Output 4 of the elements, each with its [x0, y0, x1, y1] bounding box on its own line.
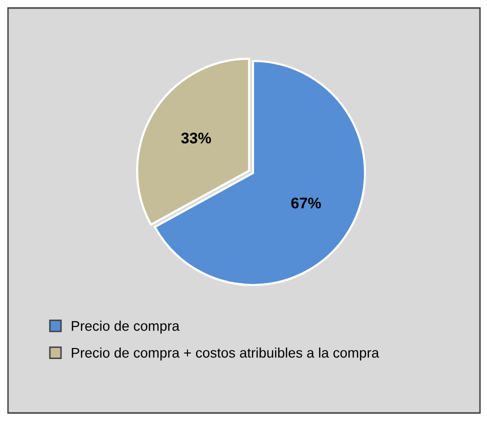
data-label: 33%	[181, 132, 212, 144]
data-label: 67%	[291, 198, 321, 208]
legend-label: Precio de compra + costos atribuibles a la compra	[72, 347, 380, 360]
legend-label: Precio de compra	[72, 320, 180, 334]
